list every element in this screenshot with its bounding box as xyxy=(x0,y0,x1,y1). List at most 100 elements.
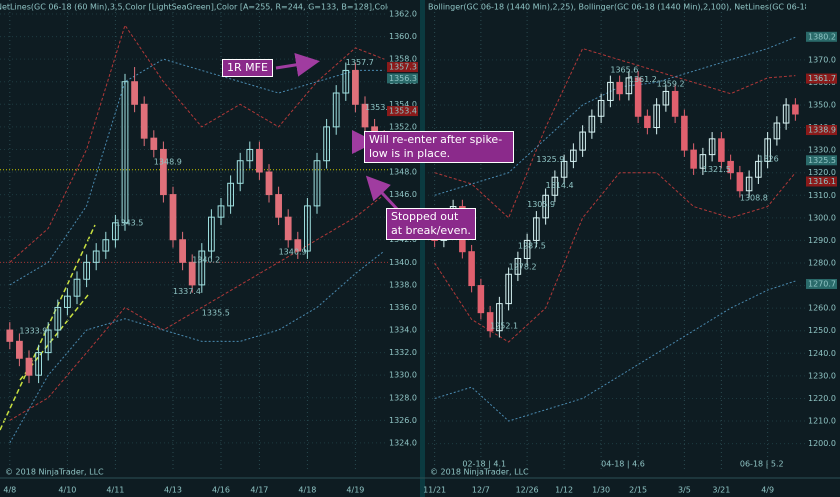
candle-body xyxy=(782,104,790,124)
candle-body xyxy=(486,312,494,332)
axes: 1324.0 1326.0 1328.0 1330.0 1332.0 1334.0 1336… xyxy=(3,9,837,495)
x-tick-label: 11/21 xyxy=(423,486,446,495)
x-tick-label: 4/13 xyxy=(164,486,182,495)
price-tag-label: 1353.4 xyxy=(389,107,417,116)
y-tick-label: 1354.0 xyxy=(389,100,417,109)
candle-body xyxy=(6,329,14,342)
price-note: 1326 xyxy=(758,155,778,164)
x-tick-label: 3/21 xyxy=(712,486,730,495)
candle-body xyxy=(690,149,697,169)
candle-body xyxy=(16,340,23,359)
panel-left: 1357.7 1353.7 1343.5 1348.9 1340.2 1337.4 1340… xyxy=(0,0,388,477)
y-tick-label: 1330.0 xyxy=(808,146,836,155)
price-note: 1333.9 xyxy=(19,327,47,336)
y-tick-label: 1300.0 xyxy=(808,213,836,222)
price-note: 1305.9 xyxy=(527,200,555,209)
candle-body xyxy=(342,69,350,94)
y-tick-label: 1326.0 xyxy=(389,416,417,425)
candle-body xyxy=(352,69,359,105)
candle-body xyxy=(160,148,167,196)
y-tick-label: 1340.0 xyxy=(389,258,417,267)
y-tick-label: 1250.0 xyxy=(808,326,836,335)
candle-body xyxy=(256,148,263,173)
candle-body xyxy=(92,250,100,263)
candle-body xyxy=(625,77,633,95)
price-note: 1252.1 xyxy=(490,321,518,330)
price-tag xyxy=(387,73,418,84)
trend-line xyxy=(0,224,96,431)
price-note: 1287.5 xyxy=(518,242,546,251)
contract-label: 04-18 | 4.6 xyxy=(601,460,645,469)
price-note: 1337.4 xyxy=(173,287,201,296)
price-tag xyxy=(806,155,837,166)
candle-body xyxy=(169,194,177,241)
candle-body xyxy=(208,216,215,252)
price-tag-label: 1338.9 xyxy=(808,126,836,135)
candle-body xyxy=(64,295,71,308)
y-tick-label: 1332.0 xyxy=(389,348,417,357)
candle-body xyxy=(736,172,744,192)
y-tick-label: 1358.0 xyxy=(389,55,417,64)
x-tick-label: 4/17 xyxy=(250,486,268,495)
candle-body xyxy=(551,176,559,196)
candle-body xyxy=(35,352,42,376)
candle-body xyxy=(304,205,311,252)
candle-body xyxy=(699,154,707,169)
price-tag-label: 1325.5 xyxy=(808,156,836,165)
price-note: 1340.9 xyxy=(279,248,307,257)
divider xyxy=(420,0,425,497)
price-tag xyxy=(806,125,837,136)
candle-body xyxy=(198,250,206,286)
band-line xyxy=(9,250,385,444)
annotation: 1R MFE xyxy=(222,59,273,77)
annotation: Will re-enter after spike-low is in plac… xyxy=(364,131,514,163)
candle-body xyxy=(708,138,716,156)
candle-body xyxy=(294,239,302,252)
y-tick-label: 1352.0 xyxy=(389,122,417,131)
copyright: © 2018 NinjaTrader, LLC xyxy=(5,468,104,477)
candle-body xyxy=(140,103,148,139)
candle-body xyxy=(607,81,614,101)
candle-body xyxy=(121,81,129,224)
y-tick-label: 1280.0 xyxy=(808,258,836,267)
y-tick-label: 1370.0 xyxy=(808,55,836,64)
candle-body xyxy=(718,138,725,162)
band-line xyxy=(434,47,796,219)
candle-body xyxy=(361,103,369,128)
candle-body xyxy=(236,160,244,184)
price-tag xyxy=(387,106,418,117)
candle-body xyxy=(514,257,522,275)
price-note: 1308.8 xyxy=(740,193,768,202)
price-tag-label: 1380.2 xyxy=(808,32,836,41)
y-tick-label: 1230.0 xyxy=(808,371,836,380)
y-tick-label: 1350.0 xyxy=(808,100,836,109)
y-tick-label: 1348.0 xyxy=(389,168,417,177)
candle-body xyxy=(332,92,340,128)
candle-body xyxy=(570,149,577,162)
price-note: 1321.5 xyxy=(703,165,731,174)
price-tag xyxy=(387,62,418,73)
y-tick-label: 1290.0 xyxy=(808,236,836,245)
candle-body xyxy=(653,104,660,129)
candle-body xyxy=(560,160,568,178)
y-tick-label: 1338.0 xyxy=(389,280,417,289)
price-tag-label: 1356.3 xyxy=(389,74,417,83)
candle-body xyxy=(477,285,485,314)
x-tick-label: 3/5 xyxy=(678,486,691,495)
x-tick-label: 2/15 xyxy=(629,486,647,495)
candle-body xyxy=(83,261,90,280)
candle-body xyxy=(131,81,138,105)
band-line xyxy=(9,58,385,286)
copyright: © 2018 NinjaTrader, LLC xyxy=(430,468,529,477)
candle-body xyxy=(597,99,605,117)
y-tick-label: 1220.0 xyxy=(808,394,836,403)
candle-body xyxy=(275,194,282,218)
price-note: 1314.4 xyxy=(546,181,574,190)
x-tick-label: 1/12 xyxy=(555,486,573,495)
candle-body xyxy=(588,115,596,133)
callout-arrow xyxy=(365,175,400,212)
candle-body xyxy=(102,239,110,252)
price-note: 1359.2 xyxy=(657,80,685,89)
